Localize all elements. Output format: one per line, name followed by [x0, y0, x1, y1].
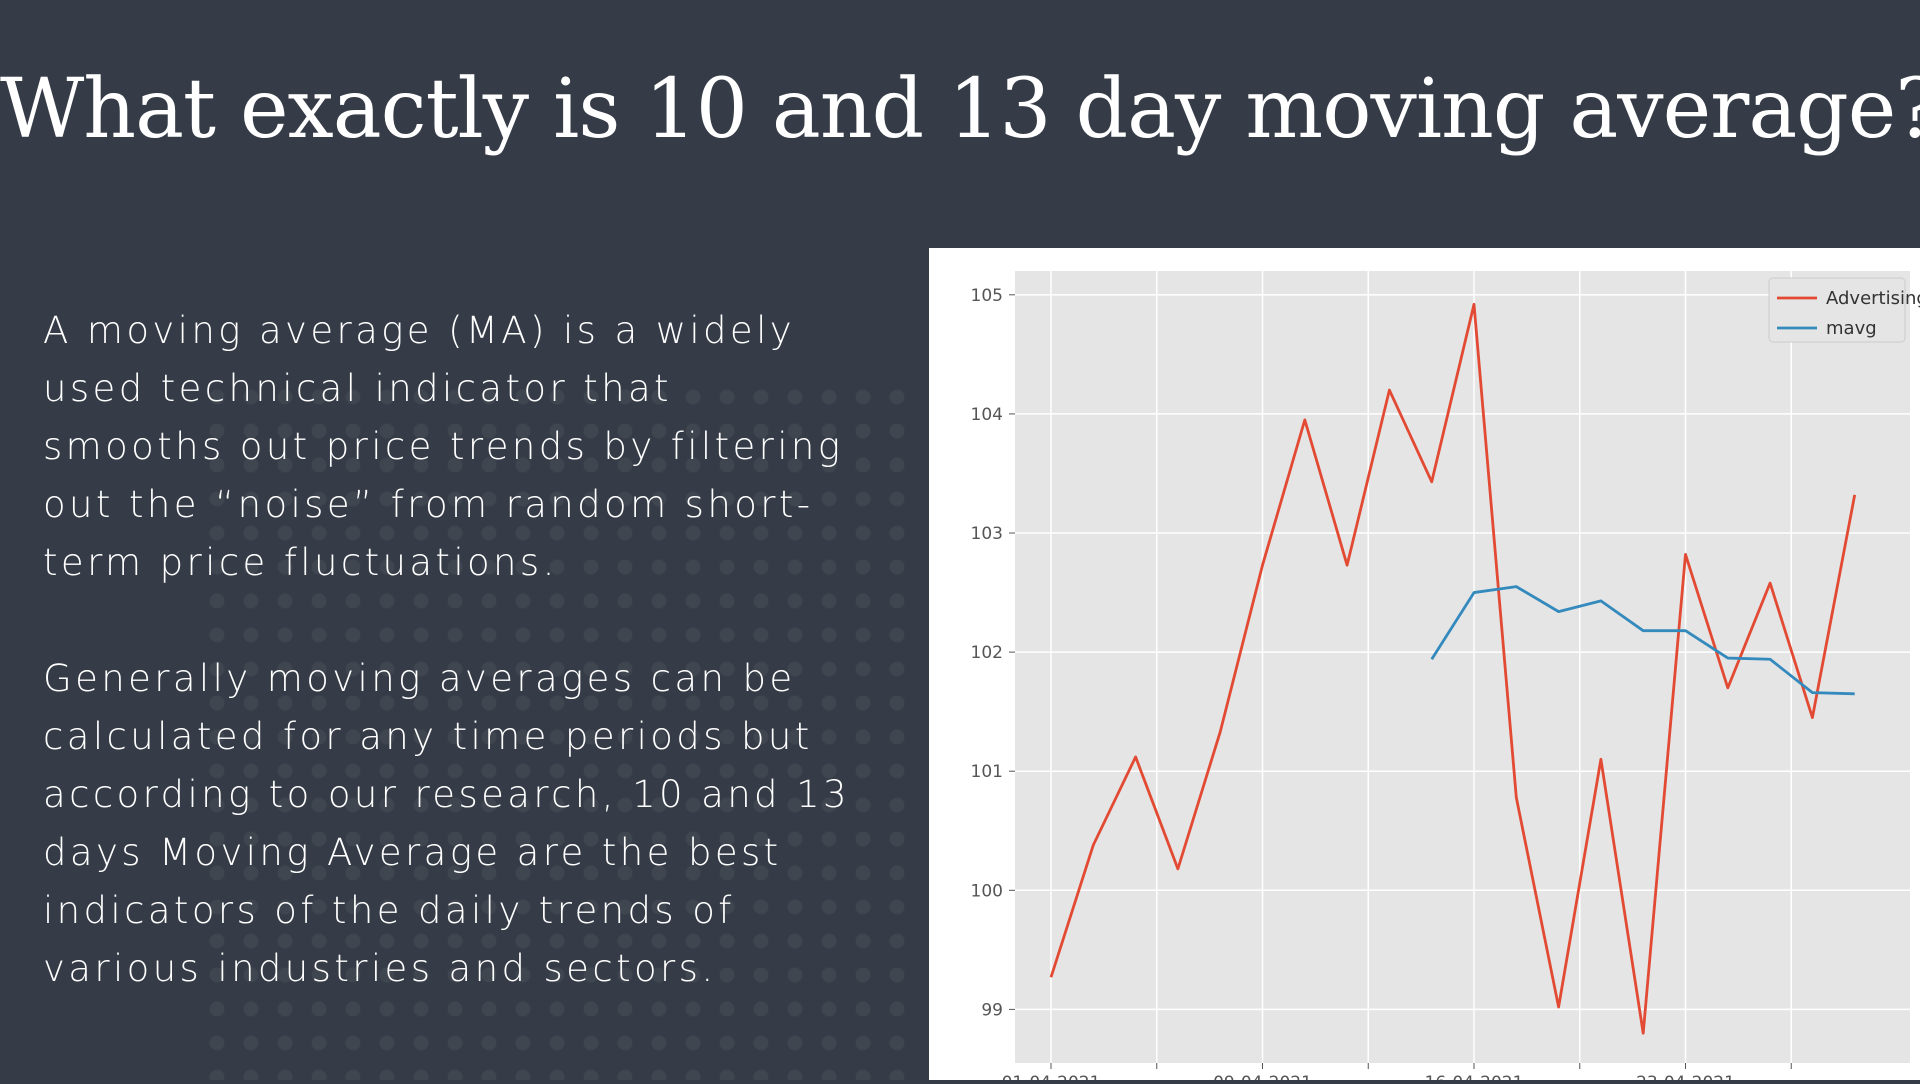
x-tick-label: 23-04-2021 — [1636, 1073, 1735, 1080]
chart-panel: 99 100 101 102 103 104 105 01-04-2021 09-04-202… — [929, 248, 1920, 1080]
slide-title: What exactly is 10 and 13 day moving ave… — [0, 62, 1900, 157]
research-paragraph: Generally moving averages can be calcula… — [43, 650, 863, 998]
y-tick-label: 101 — [971, 762, 1003, 782]
legend-label: mavg — [1826, 318, 1877, 339]
x-tick-label: 09-04-2021 — [1213, 1073, 1312, 1080]
chart-legend: Advertising mavg — [1769, 278, 1920, 342]
intro-paragraph: A moving average (MA) is a widely used t… — [43, 302, 863, 592]
moving-average-chart: 99 100 101 102 103 104 105 01-04-2021 09-04-202… — [929, 248, 1920, 1080]
x-tick-label: 01-04-2021 — [1002, 1073, 1101, 1080]
y-tick-label: 100 — [971, 881, 1003, 901]
y-tick-label: 99 — [981, 1000, 1003, 1020]
x-tick-label: 16-04-2021 — [1425, 1073, 1524, 1080]
y-tick-label: 103 — [971, 524, 1003, 544]
plot-area — [1015, 271, 1910, 1063]
y-tick-label: 104 — [971, 405, 1003, 425]
y-tick-label: 105 — [971, 286, 1003, 306]
legend-label: Advertising — [1826, 288, 1920, 309]
y-tick-label: 102 — [971, 643, 1003, 663]
